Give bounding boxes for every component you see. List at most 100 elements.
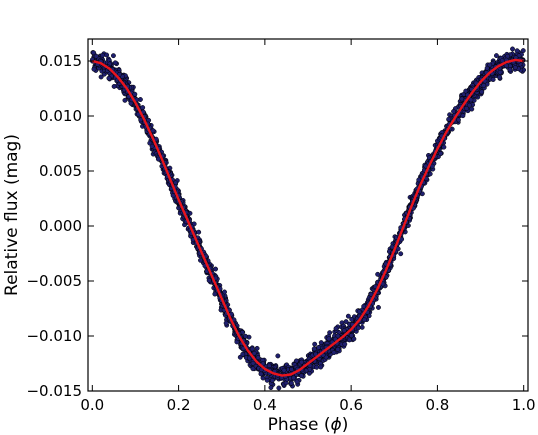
data-point — [250, 366, 256, 372]
data-point — [466, 102, 472, 108]
data-point — [464, 105, 470, 111]
data-point — [512, 65, 518, 71]
data-point — [316, 344, 322, 350]
data-point — [479, 89, 485, 95]
data-point — [91, 66, 97, 72]
data-point — [326, 336, 332, 342]
data-point — [355, 325, 361, 331]
data-point — [497, 69, 503, 75]
data-point — [318, 364, 324, 370]
x-tick-label: 1.0 — [512, 396, 536, 414]
data-point — [343, 319, 349, 325]
data-point — [438, 151, 444, 157]
data-point — [468, 97, 474, 103]
data-point — [206, 277, 212, 283]
data-point — [249, 346, 255, 352]
y-tick-label: 0.005 — [39, 162, 82, 180]
data-point — [510, 46, 515, 52]
x-axis-label: Phase (ϕ) — [268, 415, 349, 435]
x-tick-label: 0.0 — [80, 396, 104, 414]
data-point — [335, 333, 341, 339]
data-point — [212, 291, 218, 297]
data-point — [240, 351, 246, 357]
data-point — [110, 53, 116, 59]
data-point — [361, 317, 367, 323]
data-point — [264, 377, 270, 383]
data-point — [104, 52, 110, 58]
x-tick-label: 0.2 — [167, 396, 191, 414]
data-point — [416, 177, 422, 183]
data-point — [490, 77, 496, 82]
data-point — [460, 113, 466, 119]
data-point — [333, 326, 339, 331]
data-point — [493, 53, 499, 59]
data-point — [345, 313, 351, 319]
data-point — [170, 193, 176, 198]
y-tick-label: 0.015 — [39, 52, 82, 70]
data-point — [376, 304, 381, 310]
data-point — [289, 366, 294, 372]
data-point — [507, 67, 513, 73]
data-point — [111, 83, 117, 89]
y-tick-label: −0.015 — [26, 382, 82, 400]
data-point — [311, 346, 317, 352]
axis-ticks — [88, 39, 528, 392]
y-tick-label: −0.005 — [26, 272, 82, 290]
data-point — [149, 143, 155, 149]
data-point — [514, 48, 520, 54]
model-curve-layer — [92, 58, 524, 377]
data-point — [298, 373, 304, 379]
data-point — [112, 60, 118, 66]
data-point — [446, 116, 452, 122]
data-point — [255, 355, 261, 361]
data-point — [150, 128, 156, 134]
data-point — [398, 251, 404, 257]
data-point — [268, 385, 274, 391]
data-point — [335, 346, 341, 352]
data-point — [348, 333, 354, 339]
data-point — [223, 320, 229, 326]
x-tick-label: 0.6 — [339, 396, 363, 414]
data-point — [441, 144, 447, 150]
data-point — [198, 257, 203, 263]
data-point — [281, 367, 287, 373]
data-point — [106, 75, 112, 81]
data-point — [497, 74, 503, 80]
data-point — [342, 341, 348, 347]
data-point — [98, 74, 104, 80]
data-point — [116, 71, 122, 77]
data-point — [275, 353, 281, 359]
data-point — [341, 328, 347, 334]
data-point — [93, 53, 99, 59]
data-point — [294, 379, 300, 385]
x-tick-label: 0.8 — [425, 396, 449, 414]
data-point — [196, 229, 202, 235]
y-tick-label: −0.010 — [26, 327, 82, 345]
data-point — [346, 337, 352, 343]
data-point — [331, 350, 337, 356]
data-point — [484, 65, 490, 71]
data-point — [349, 316, 355, 322]
data-point — [258, 371, 264, 377]
model-curve-line — [92, 58, 524, 377]
data-point — [451, 108, 457, 114]
data-point — [100, 52, 106, 58]
x-tick-label: 0.4 — [253, 396, 277, 414]
y-axis-label: Relative flux (mag) — [2, 134, 22, 296]
tick-labels: 0.0 0.2 0.4 0.6 0.8 1.0 0.015 0.010 0.005 0.000 −0… — [26, 52, 535, 414]
data-point — [276, 385, 282, 391]
data-point — [312, 341, 318, 347]
data-point — [299, 359, 305, 365]
data-point — [520, 48, 526, 54]
data-point — [361, 303, 367, 309]
data-point — [91, 50, 97, 56]
y-tick-label: 0.000 — [39, 217, 82, 235]
plot-frame — [87, 38, 529, 392]
data-point — [351, 336, 357, 342]
data-point — [375, 271, 381, 277]
data-point — [487, 62, 493, 68]
data-point — [122, 97, 128, 103]
data-point — [269, 377, 275, 383]
data-point — [242, 333, 248, 339]
